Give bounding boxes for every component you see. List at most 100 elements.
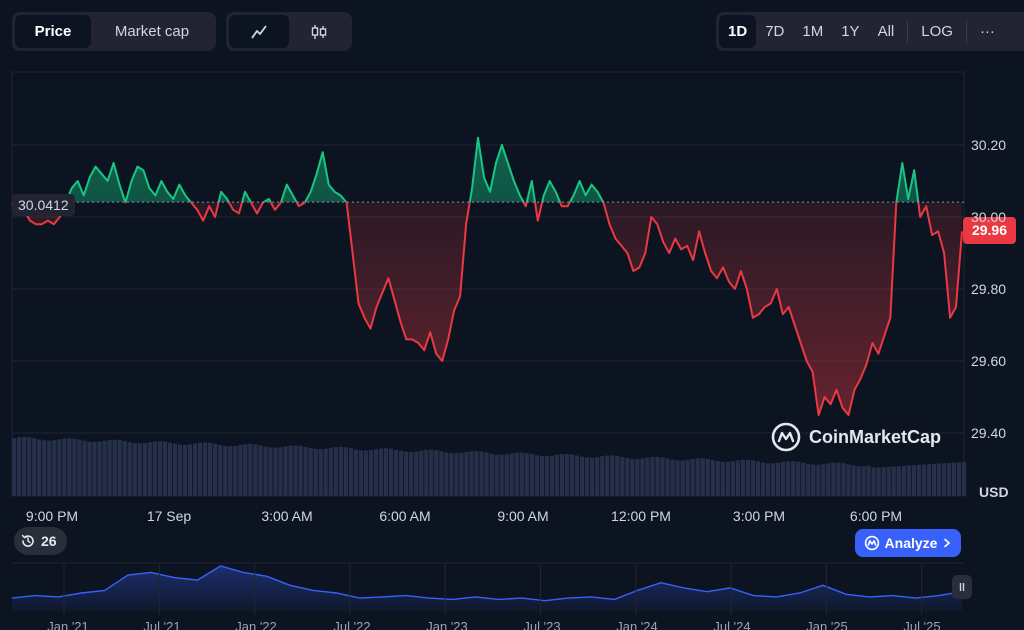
x-tick-label: 6:00 PM xyxy=(849,508,903,524)
volume-bar xyxy=(936,463,942,496)
volume-bar xyxy=(474,451,479,496)
volume-bar xyxy=(690,459,695,496)
volume-bar xyxy=(529,454,534,496)
volume-bar xyxy=(62,438,67,496)
volume-bar xyxy=(625,458,630,496)
volume-bar xyxy=(343,447,348,496)
log-scale-button[interactable]: LOG xyxy=(921,23,953,40)
volume-bar xyxy=(730,461,735,496)
volume-bar xyxy=(781,461,786,496)
price-tab[interactable]: Price xyxy=(15,15,91,48)
volume-bar xyxy=(846,464,851,496)
volume-bar xyxy=(765,463,771,496)
volume-bar xyxy=(348,448,353,496)
overview-tick-label: Jan '21 xyxy=(47,619,89,630)
volume-bar xyxy=(524,453,529,496)
volume-bar xyxy=(358,450,364,496)
volume-bar xyxy=(243,444,248,496)
volume-bar xyxy=(22,436,27,496)
chart-type-toggle: Price Market cap xyxy=(12,12,216,51)
volume-bar xyxy=(630,458,635,496)
volume-bar xyxy=(901,465,906,496)
volume-bar xyxy=(479,451,484,496)
history-count: 26 xyxy=(41,533,57,549)
y-tick-label: 30.00 xyxy=(971,209,1007,225)
more-options-button[interactable]: ··· xyxy=(979,23,995,40)
volume-bar xyxy=(534,455,539,496)
volume-bar xyxy=(112,439,117,496)
volume-bar xyxy=(916,464,921,496)
history-button[interactable]: 26 xyxy=(14,527,67,555)
volume-bar xyxy=(323,448,328,496)
y-tick-label: 29.60 xyxy=(971,353,1007,369)
overview-chart[interactable] xyxy=(11,564,963,615)
volume-bar xyxy=(97,441,102,496)
volume-bar xyxy=(368,450,374,496)
overview-tick-label: Jul '25 xyxy=(903,619,941,630)
analyze-button[interactable]: Analyze xyxy=(855,529,961,557)
volume-bar xyxy=(469,451,474,496)
overview-tick-label: Jul '24 xyxy=(713,619,751,630)
volume-bar xyxy=(82,440,87,496)
volume-bar xyxy=(494,454,499,496)
volume-bar xyxy=(47,440,52,496)
x-tick-label: 6:00 AM xyxy=(379,508,431,524)
volume-bar xyxy=(208,442,213,496)
volume-bar xyxy=(595,457,600,496)
y-tick-label: 30.20 xyxy=(971,137,1007,153)
range-all-button[interactable]: All xyxy=(877,23,895,40)
volume-bar xyxy=(786,461,791,496)
volume-bar xyxy=(67,438,72,496)
volume-bar xyxy=(484,452,489,496)
volume-bar xyxy=(861,466,866,496)
volume-bar xyxy=(102,440,107,496)
chevron-right-icon xyxy=(944,538,951,548)
volume-bar xyxy=(866,465,871,496)
volume-bar xyxy=(328,447,333,496)
volume-bar xyxy=(962,462,967,496)
volume-bar xyxy=(454,453,459,496)
overview-area xyxy=(12,566,962,611)
line-chart-button[interactable] xyxy=(229,15,289,48)
volume-bar xyxy=(228,446,233,496)
volume-bar xyxy=(383,448,389,496)
volume-bar xyxy=(801,462,806,496)
volume-bar xyxy=(740,459,746,496)
overview-tick-label: Jul '21 xyxy=(143,619,181,630)
range-7d-button[interactable]: 7D xyxy=(765,23,785,40)
volume-bar xyxy=(147,442,152,496)
range-handle[interactable] xyxy=(952,575,972,599)
volume-bar xyxy=(519,452,524,496)
volume-bar xyxy=(72,438,77,496)
range-1m-button[interactable]: 1M xyxy=(802,23,824,40)
volume-bar xyxy=(760,462,766,496)
overview-tick-label: Jan '25 xyxy=(806,619,848,630)
volume-bar xyxy=(162,441,167,496)
market-cap-tab[interactable]: Market cap xyxy=(114,23,190,40)
range-1y-button[interactable]: 1Y xyxy=(841,23,860,40)
volume-bar xyxy=(605,455,610,496)
volume-bar xyxy=(388,448,394,496)
volume-bar xyxy=(796,461,801,496)
range-1d-button[interactable]: 1D xyxy=(719,15,757,48)
volume-bar xyxy=(680,460,685,496)
volume-bar xyxy=(725,461,730,496)
volume-bar xyxy=(590,457,595,496)
volume-bar xyxy=(735,460,741,496)
volume-bar xyxy=(841,463,846,496)
volume-bar xyxy=(635,459,640,496)
volume-bar xyxy=(750,460,756,496)
candlestick-chart-button[interactable] xyxy=(289,15,349,48)
volume-bar xyxy=(27,437,32,496)
volume-bar xyxy=(223,446,228,496)
volume-bar xyxy=(167,442,173,496)
volume-bar xyxy=(926,464,932,496)
volume-bar xyxy=(444,452,449,496)
currency-label: USD xyxy=(979,484,1009,500)
volume-bar xyxy=(585,457,590,496)
volume-bar xyxy=(851,465,856,496)
volume-bar xyxy=(263,446,268,496)
volume-bar xyxy=(499,454,504,496)
volume-bar xyxy=(931,463,937,496)
